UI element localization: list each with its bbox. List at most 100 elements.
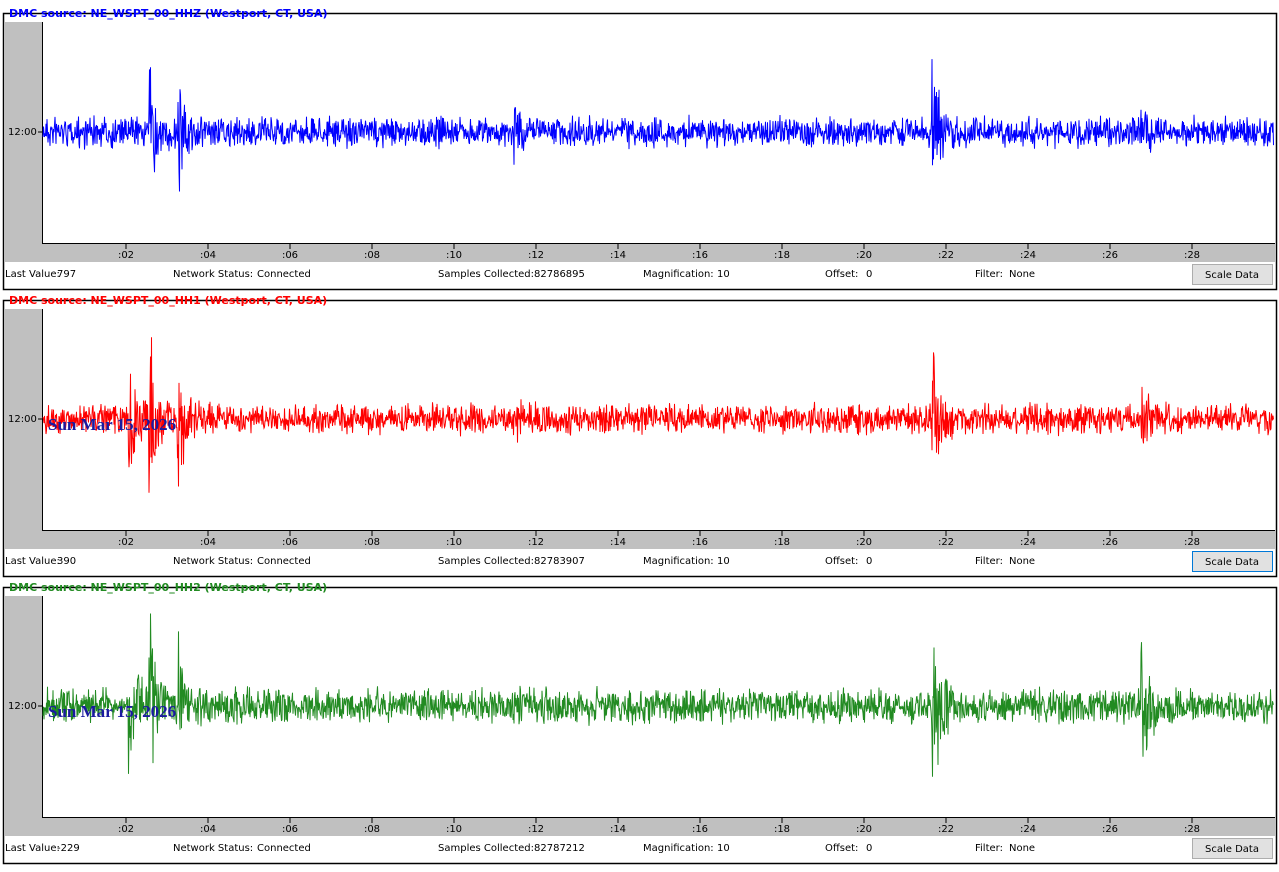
x-tick-label: :26 bbox=[1102, 824, 1118, 835]
x-tick-label: :24 bbox=[1020, 537, 1036, 548]
y-axis-strip bbox=[5, 596, 42, 836]
status-label: Offset: bbox=[825, 843, 858, 854]
x-tick-label: :28 bbox=[1184, 537, 1200, 548]
status-value: Connected bbox=[257, 843, 311, 854]
x-tick-label: :20 bbox=[856, 537, 872, 548]
x-tick-label: :04 bbox=[200, 250, 216, 261]
status-value: 82783907 bbox=[534, 556, 585, 567]
x-tick-label: :28 bbox=[1184, 250, 1200, 261]
status-value: 0 bbox=[866, 269, 872, 280]
x-tick-label: :14 bbox=[610, 250, 626, 261]
button[interactable] bbox=[1192, 551, 1273, 572]
y-label: 12:00 bbox=[8, 127, 37, 138]
y-axis-strip bbox=[5, 22, 42, 262]
waveform bbox=[42, 337, 1274, 493]
x-tick-label: :06 bbox=[282, 250, 298, 261]
panel: DMC source: NE_WSPT_00_HH1 (Westport, CT… bbox=[2, 294, 1278, 578]
waveform bbox=[42, 59, 1274, 192]
button-label[interactable]: Scale Data bbox=[1205, 557, 1259, 568]
x-tick-label: :14 bbox=[610, 537, 626, 548]
status-value: 0 bbox=[866, 843, 872, 854]
x-tick-label: :10 bbox=[446, 824, 462, 835]
x-tick-label: :10 bbox=[446, 537, 462, 548]
status-label: Filter: bbox=[975, 556, 1003, 567]
panel-frame bbox=[2, 12, 1278, 291]
panel-title: DMC source: NE_WSPT_00_HHZ (Westport, CT… bbox=[9, 7, 327, 20]
x-tick-label: :06 bbox=[282, 537, 298, 548]
panel: DMC source: NE_WSPT_00_HH2 (Westport, CT… bbox=[2, 581, 1278, 865]
status-value: 0 bbox=[866, 556, 872, 567]
status-label: Network Status: bbox=[173, 269, 253, 280]
status-value: 82787212 bbox=[534, 843, 585, 854]
x-tick-label: :04 bbox=[200, 537, 216, 548]
x-tick-label: :20 bbox=[856, 250, 872, 261]
x-axis-strip bbox=[42, 243, 1275, 262]
status-value: 82786895 bbox=[534, 269, 585, 280]
status-label: Samples Collected: bbox=[438, 556, 534, 567]
panel-title: DMC source: NE_WSPT_00_HH1 (Westport, CT… bbox=[9, 294, 327, 307]
x-tick-label: :08 bbox=[364, 537, 380, 548]
status-label: Filter: bbox=[975, 843, 1003, 854]
status-label: Magnification: bbox=[643, 269, 714, 280]
status-value: Connected bbox=[257, 556, 311, 567]
panel-title: DMC source: NE_WSPT_00_HH2 (Westport, CT… bbox=[9, 581, 327, 594]
x-tick-label: :14 bbox=[610, 824, 626, 835]
x-tick-label: :18 bbox=[774, 824, 790, 835]
status-value: 797 bbox=[57, 269, 76, 280]
status-label: Magnification: bbox=[643, 843, 714, 854]
status-value: 10 bbox=[717, 843, 730, 854]
x-tick-label: :12 bbox=[528, 537, 544, 548]
status-value: -229 bbox=[57, 843, 80, 854]
status-value: 10 bbox=[717, 556, 730, 567]
x-tick-label: :02 bbox=[118, 537, 134, 548]
x-tick-label: :28 bbox=[1184, 824, 1200, 835]
status-value: None bbox=[1009, 843, 1035, 854]
x-tick-label: :16 bbox=[692, 250, 708, 261]
waveform bbox=[42, 613, 1274, 777]
panel: DMC source: NE_WSPT_00_HHZ (Westport, CT… bbox=[2, 7, 1278, 291]
button-label[interactable]: Scale Data bbox=[1205, 844, 1259, 855]
x-tick-label: :18 bbox=[774, 250, 790, 261]
x-tick-label: :24 bbox=[1020, 250, 1036, 261]
x-tick-label: :02 bbox=[118, 824, 134, 835]
status-label: Last Value: bbox=[5, 556, 60, 567]
y-axis-strip bbox=[5, 309, 42, 549]
status-label: Network Status: bbox=[173, 556, 253, 567]
x-tick-label: :16 bbox=[692, 824, 708, 835]
x-tick-label: :24 bbox=[1020, 824, 1036, 835]
button[interactable] bbox=[1192, 838, 1273, 859]
x-tick-label: :22 bbox=[938, 250, 954, 261]
x-tick-label: :16 bbox=[692, 537, 708, 548]
x-tick-label: :20 bbox=[856, 824, 872, 835]
x-tick-label: :08 bbox=[364, 250, 380, 261]
date-overlay: Sun Mar 15, 2026 bbox=[48, 702, 176, 721]
x-axis-strip bbox=[42, 817, 1275, 836]
panel-frame bbox=[2, 299, 1278, 578]
date-overlay: Sun Mar 15, 2026 bbox=[48, 415, 176, 434]
x-tick-label: :04 bbox=[200, 824, 216, 835]
status-value: None bbox=[1009, 556, 1035, 567]
status-label: Offset: bbox=[825, 269, 858, 280]
status-label: Magnification: bbox=[643, 556, 714, 567]
button[interactable] bbox=[1192, 264, 1273, 285]
x-tick-label: :18 bbox=[774, 537, 790, 548]
x-tick-label: :10 bbox=[446, 250, 462, 261]
x-tick-label: :22 bbox=[938, 824, 954, 835]
y-label: 12:00 bbox=[8, 414, 37, 425]
status-label: Last Value: bbox=[5, 269, 60, 280]
x-tick-label: :08 bbox=[364, 824, 380, 835]
status-value: 390 bbox=[57, 556, 76, 567]
x-tick-label: :26 bbox=[1102, 250, 1118, 261]
x-tick-label: :06 bbox=[282, 824, 298, 835]
x-tick-label: :26 bbox=[1102, 537, 1118, 548]
button-label[interactable]: Scale Data bbox=[1205, 270, 1259, 281]
status-label: Filter: bbox=[975, 269, 1003, 280]
status-label: Samples Collected: bbox=[438, 843, 534, 854]
status-value: None bbox=[1009, 269, 1035, 280]
x-tick-label: :12 bbox=[528, 824, 544, 835]
x-axis-strip bbox=[42, 530, 1275, 549]
status-label: Last Value: bbox=[5, 843, 60, 854]
x-tick-label: :12 bbox=[528, 250, 544, 261]
